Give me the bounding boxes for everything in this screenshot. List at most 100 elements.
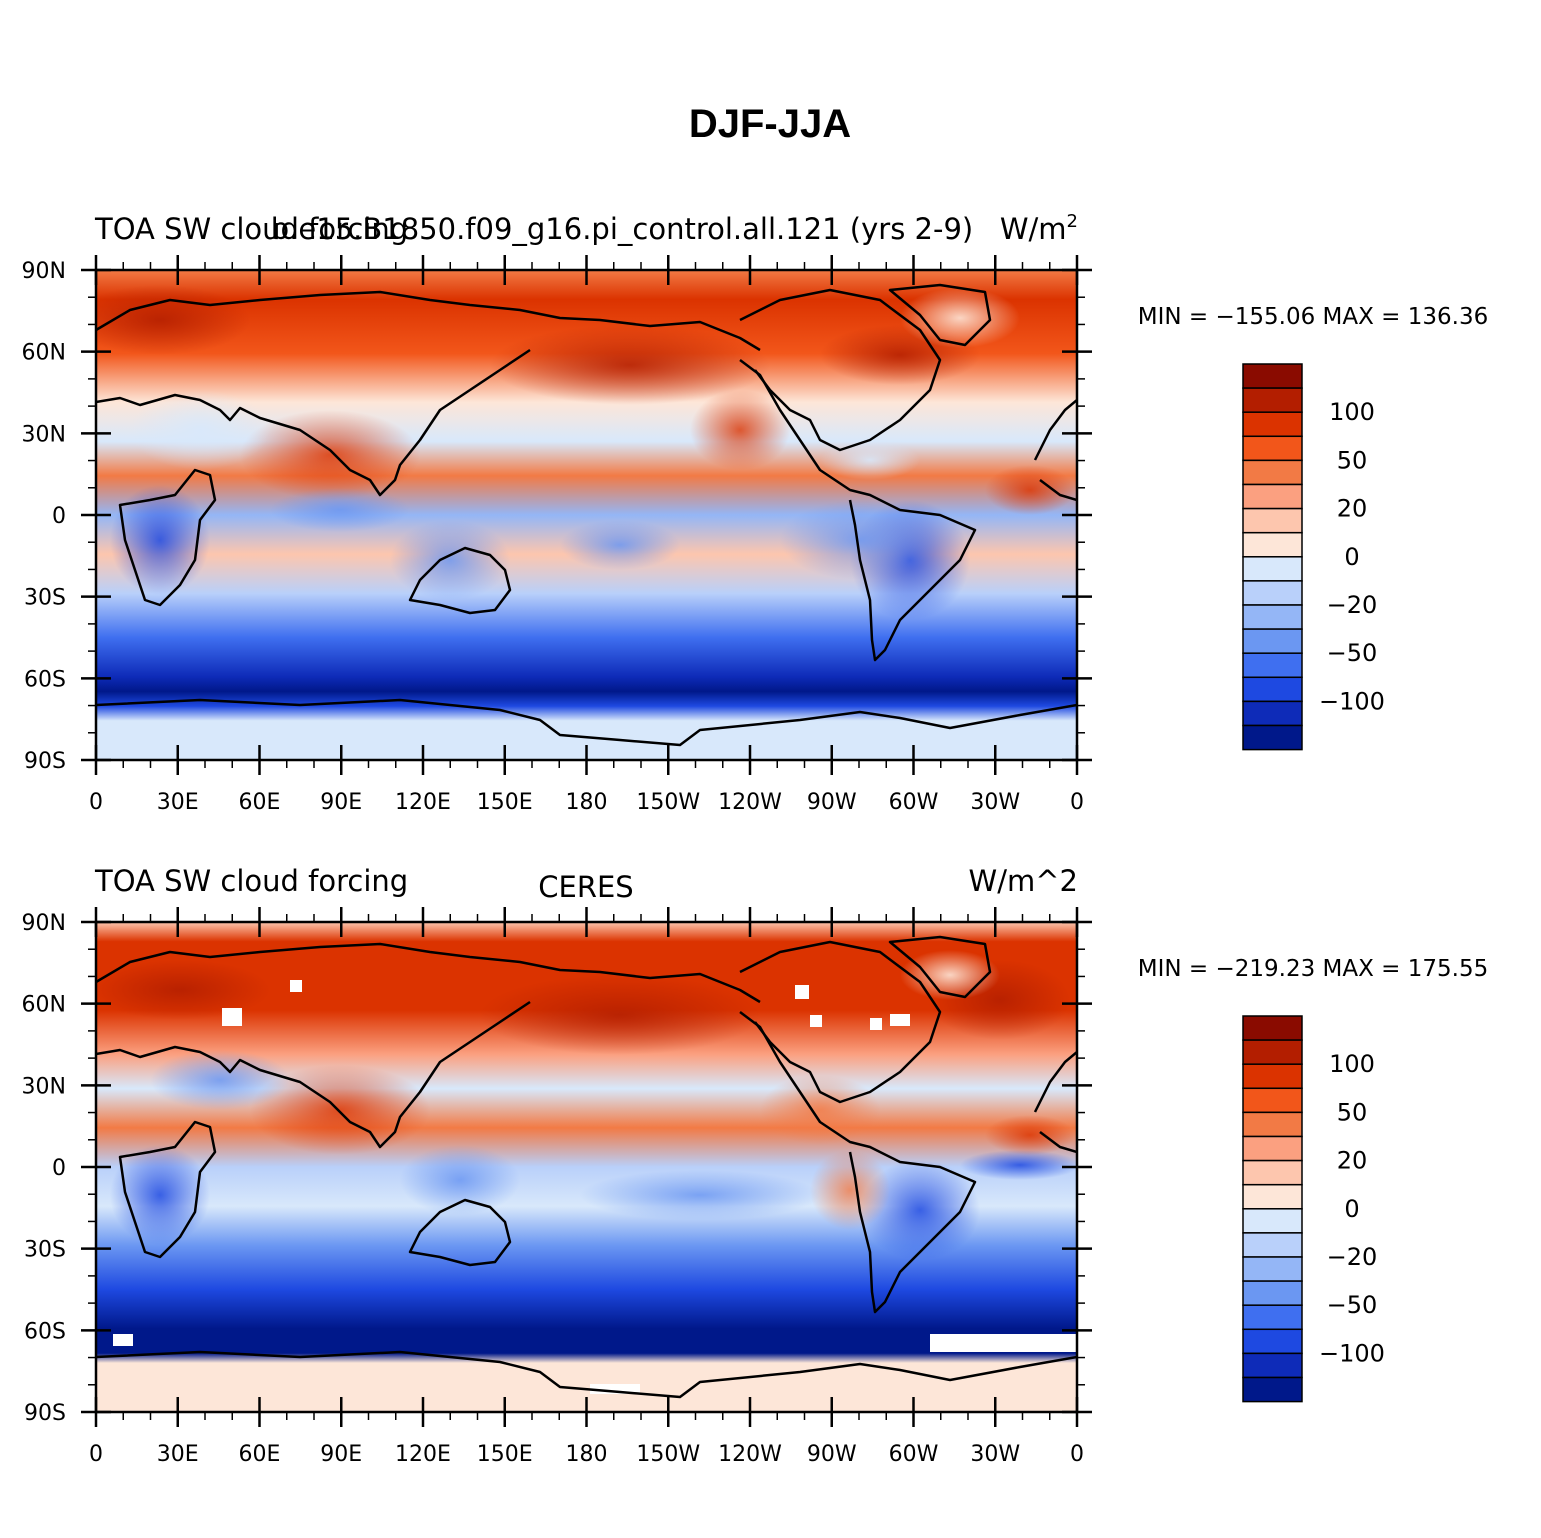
colorbar-swatch — [1242, 556, 1303, 582]
lat-tick-label: 0 — [52, 504, 66, 529]
colorbar-swatch — [1242, 459, 1303, 486]
lon-tick-label: 90E — [320, 790, 362, 815]
colorbar-swatch — [1242, 387, 1303, 413]
lon-tick-label: 0 — [1070, 790, 1084, 815]
colorbar-label: 20 — [1337, 495, 1368, 523]
colorbar-label: 50 — [1337, 1098, 1368, 1126]
map-axes: 0 30E 60E 90E 120E 150E 180 150W 120W 90W 60W 30W 09… — [22, 255, 1092, 815]
colorbar-label: 0 — [1344, 1195, 1359, 1223]
colorbar-label: −100 — [1319, 687, 1385, 715]
colorbar-swatch — [1242, 1159, 1303, 1186]
lon-tick-label: 150E — [477, 790, 533, 815]
colorbar-swatch — [1242, 363, 1303, 389]
colorbar-swatch — [1242, 1352, 1303, 1379]
colorbar-label: 100 — [1329, 398, 1375, 426]
lon-tick-label: 120W — [718, 1442, 782, 1467]
panel-units: W/m^2 — [969, 864, 1078, 898]
colorbar-swatch — [1242, 1111, 1303, 1138]
colorbar-swatch — [1242, 1183, 1303, 1210]
colorbar-swatch — [1242, 1087, 1303, 1114]
colorbar-swatch — [1242, 1208, 1303, 1234]
lat-tick-label: 90N — [22, 259, 66, 284]
lat-tick-label: 0 — [52, 1156, 66, 1181]
lon-tick-label: 60W — [889, 790, 939, 815]
lat-tick-label: 30S — [24, 1238, 66, 1263]
figure-title: DJF-JJA — [689, 102, 851, 146]
lon-tick-label: 90W — [807, 1442, 857, 1467]
lat-tick-label: 90S — [24, 749, 66, 774]
colorbar-swatch — [1242, 628, 1303, 654]
panel-stats: MIN = −219.23 MAX = 175.55 — [1138, 956, 1489, 982]
panel-center-title: CERES — [538, 870, 633, 904]
colorbar-swatch — [1242, 724, 1303, 751]
lon-tick-label: 30E — [157, 1442, 199, 1467]
colorbar-label: 100 — [1329, 1050, 1375, 1078]
colorbar-swatch — [1242, 1256, 1303, 1282]
colorbar-label: −20 — [1327, 591, 1378, 619]
colorbar-swatch — [1242, 652, 1303, 679]
colorbar-swatch — [1242, 1039, 1303, 1065]
colorbar-swatch — [1242, 435, 1303, 462]
coastlines — [96, 283, 1077, 747]
colorbar-swatch — [1242, 1304, 1303, 1331]
colorbar-swatch — [1242, 531, 1303, 558]
lon-tick-label: 180 — [566, 1442, 608, 1467]
lon-tick-label: 150W — [636, 790, 700, 815]
lon-tick-label: 0 — [89, 790, 103, 815]
contour-field — [96, 270, 1077, 760]
colorbar-swatch — [1242, 1280, 1303, 1306]
lon-tick-label: 150E — [477, 1442, 533, 1467]
lat-tick-label: 30N — [22, 422, 66, 447]
lat-tick-label: 60S — [24, 1319, 66, 1344]
lon-tick-label: 120E — [395, 1442, 451, 1467]
colorbar-label: 0 — [1344, 543, 1359, 571]
lat-tick-label: 90S — [24, 1401, 66, 1426]
map-axes: 0 30E 60E 90E 120E 150E 180 150W 120W 90W 60W 30W 09… — [22, 907, 1092, 1467]
map-panel-model: TOA SW cloud forcing b.e15.B1850.f09_g16… — [22, 211, 1489, 815]
colorbar-swatch — [1242, 507, 1303, 534]
lon-tick-label: 150W — [636, 1442, 700, 1467]
lon-tick-label: 30E — [157, 790, 199, 815]
lon-tick-label: 0 — [89, 1442, 103, 1467]
lon-tick-label: 30W — [970, 790, 1020, 815]
panel-left-title: TOA SW cloud forcing — [94, 212, 408, 246]
lat-tick-label: 60N — [22, 993, 66, 1018]
panel-center-title: b.e15.B1850.f09_g16.pi_control.all.121 (… — [271, 212, 973, 246]
lon-tick-label: 60W — [889, 1442, 939, 1467]
colorbar-label: 50 — [1337, 446, 1368, 474]
lon-tick-label: 180 — [566, 790, 608, 815]
panel-units: W/m2 — [1000, 211, 1078, 246]
panel-stats: MIN = −155.06 MAX = 136.36 — [1138, 304, 1489, 330]
lon-tick-label: 90W — [807, 790, 857, 815]
colorbar-swatch — [1242, 1135, 1303, 1162]
colorbar-swatch — [1242, 483, 1303, 510]
contour-field — [96, 922, 1077, 1412]
lon-tick-label: 60E — [239, 1442, 281, 1467]
colorbar-swatch — [1242, 1232, 1303, 1258]
panel-left-title: TOA SW cloud forcing — [94, 864, 408, 898]
lon-tick-label: 60E — [239, 790, 281, 815]
colorbar-swatch — [1242, 580, 1303, 606]
colorbar-swatch — [1242, 1063, 1303, 1090]
colorbar-label: −50 — [1327, 639, 1378, 667]
colorbar-label: −50 — [1327, 1291, 1378, 1319]
lat-tick-label: 30N — [22, 1074, 66, 1099]
lon-tick-label: 30W — [970, 1442, 1020, 1467]
colorbar-label: 20 — [1337, 1147, 1368, 1175]
colorbar-swatch — [1242, 1015, 1303, 1041]
colorbar-label: −20 — [1327, 1243, 1378, 1271]
colorbar-swatch — [1242, 700, 1303, 727]
colorbar-label: −100 — [1319, 1339, 1385, 1367]
map-panel-obs: TOA SW cloud forcing CERES W/m^2 — [22, 864, 1489, 1467]
lon-tick-label: 90E — [320, 1442, 362, 1467]
colorbar-swatch — [1242, 1328, 1303, 1355]
colorbar: 100 50 20 0 −20 −50 −100 — [1242, 363, 1385, 751]
lat-tick-label: 30S — [24, 586, 66, 611]
colorbar-swatch — [1242, 1376, 1303, 1403]
lat-tick-label: 60N — [22, 341, 66, 366]
colorbar-swatch — [1242, 676, 1303, 703]
coastlines — [96, 935, 1077, 1399]
colorbar-swatch — [1242, 604, 1303, 630]
lat-tick-label: 90N — [22, 911, 66, 936]
